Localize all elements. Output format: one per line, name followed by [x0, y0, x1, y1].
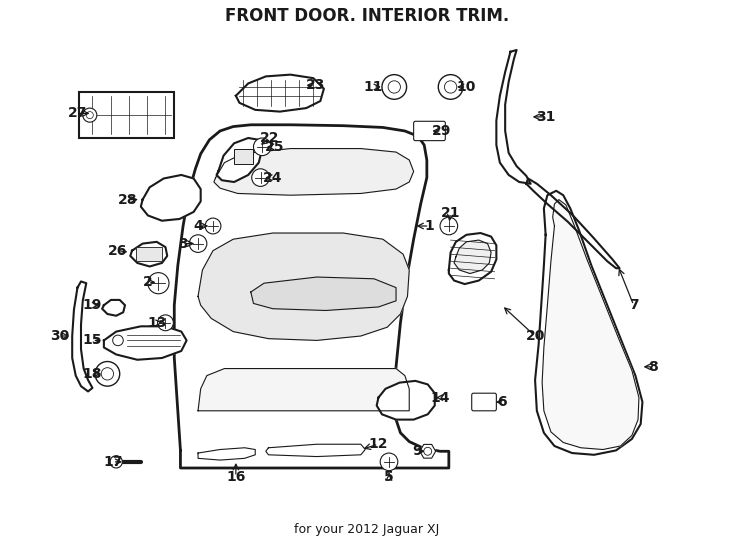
Polygon shape: [535, 191, 642, 455]
Circle shape: [189, 235, 207, 252]
Polygon shape: [102, 300, 125, 316]
Text: 13: 13: [147, 316, 167, 330]
Text: 24: 24: [263, 171, 283, 185]
Text: 19: 19: [83, 298, 102, 312]
Text: 8: 8: [648, 360, 658, 374]
Text: 14: 14: [430, 390, 450, 404]
Polygon shape: [72, 281, 92, 392]
Text: 27: 27: [68, 106, 87, 120]
Text: 1: 1: [424, 219, 435, 233]
Circle shape: [252, 169, 269, 186]
Polygon shape: [198, 233, 410, 340]
FancyBboxPatch shape: [472, 393, 496, 411]
Circle shape: [253, 138, 271, 156]
Bar: [234, 148, 253, 164]
Polygon shape: [448, 233, 496, 284]
Polygon shape: [454, 240, 491, 274]
Polygon shape: [420, 444, 436, 458]
Circle shape: [438, 75, 463, 99]
Text: 10: 10: [457, 80, 476, 94]
Text: 5: 5: [384, 470, 394, 484]
Text: 3: 3: [178, 237, 188, 251]
Text: 16: 16: [226, 470, 246, 484]
Circle shape: [83, 108, 97, 122]
Polygon shape: [526, 179, 619, 268]
Circle shape: [205, 218, 221, 234]
Text: 6: 6: [497, 395, 506, 409]
Polygon shape: [214, 148, 414, 195]
Text: 29: 29: [432, 124, 451, 138]
Text: 31: 31: [536, 110, 556, 124]
Polygon shape: [217, 138, 262, 182]
Polygon shape: [236, 75, 324, 112]
Polygon shape: [174, 125, 448, 468]
Text: 18: 18: [83, 367, 102, 381]
Polygon shape: [266, 444, 366, 456]
Text: 23: 23: [305, 78, 324, 92]
FancyBboxPatch shape: [79, 92, 174, 138]
Text: 22: 22: [260, 131, 279, 145]
Polygon shape: [496, 50, 531, 184]
Text: 2: 2: [143, 275, 153, 289]
Polygon shape: [251, 277, 396, 310]
Text: 12: 12: [368, 437, 388, 451]
Circle shape: [87, 112, 93, 119]
Circle shape: [101, 368, 114, 380]
Circle shape: [95, 361, 120, 386]
Text: for your 2012 Jaguar XJ: for your 2012 Jaguar XJ: [294, 523, 440, 536]
Circle shape: [440, 217, 457, 235]
Polygon shape: [141, 175, 200, 221]
Circle shape: [382, 75, 407, 99]
Text: 9: 9: [413, 444, 422, 458]
Circle shape: [110, 456, 123, 468]
FancyBboxPatch shape: [414, 122, 446, 140]
Text: 25: 25: [265, 140, 284, 154]
Text: 28: 28: [118, 193, 137, 207]
Text: 15: 15: [83, 333, 102, 347]
Text: 30: 30: [50, 329, 70, 343]
Text: 20: 20: [526, 329, 545, 343]
Polygon shape: [377, 381, 435, 420]
Polygon shape: [130, 242, 167, 266]
Polygon shape: [198, 448, 255, 460]
Bar: [136, 247, 162, 261]
Circle shape: [424, 447, 432, 455]
Text: 21: 21: [441, 206, 460, 220]
Text: FRONT DOOR. INTERIOR TRIM.: FRONT DOOR. INTERIOR TRIM.: [225, 8, 509, 25]
Circle shape: [113, 335, 123, 346]
Circle shape: [148, 273, 169, 294]
Polygon shape: [104, 326, 186, 360]
Text: 7: 7: [629, 298, 639, 312]
Circle shape: [158, 315, 173, 330]
Polygon shape: [542, 200, 639, 449]
Text: 11: 11: [363, 80, 383, 94]
Circle shape: [380, 453, 398, 471]
Circle shape: [388, 81, 401, 93]
Polygon shape: [198, 369, 410, 411]
Circle shape: [445, 81, 457, 93]
Text: 17: 17: [103, 455, 123, 469]
Text: 26: 26: [109, 244, 128, 258]
Text: 4: 4: [193, 219, 203, 233]
